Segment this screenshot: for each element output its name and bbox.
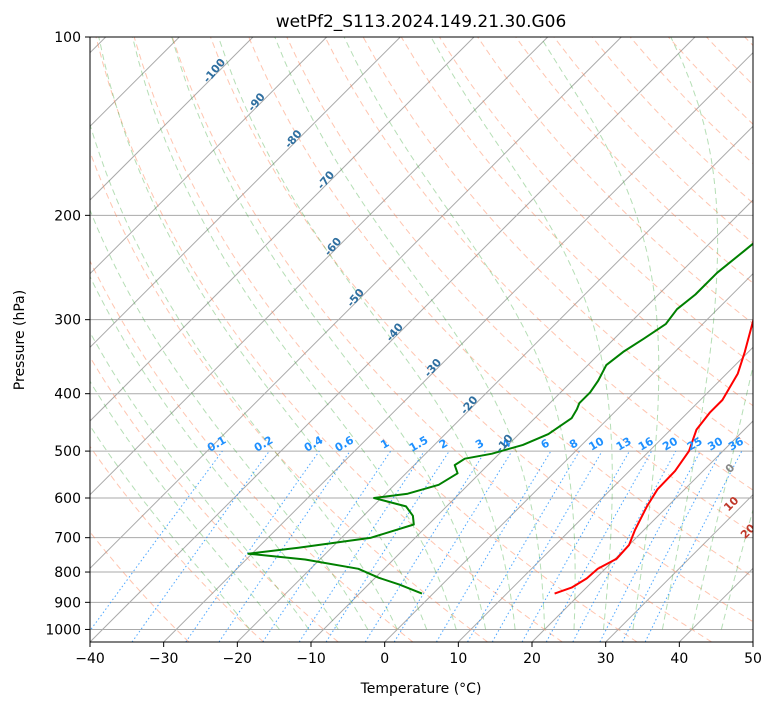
dry-adiabat-label: 30: [751, 553, 771, 573]
moist-adiabat: [90, 331, 310, 630]
isotherm: [90, 37, 696, 642]
mixing-ratio-line: [644, 450, 743, 642]
isotherm: [531, 420, 753, 642]
x-axis-ticks: −40 −30 −20 −10 0 10 20 30 40 50: [75, 642, 762, 667]
dry-adiabat: [286, 37, 753, 534]
x-axis-label: Temperature (°C): [360, 681, 482, 697]
dry-adiabat: [515, 37, 753, 284]
isotherm: [310, 199, 753, 642]
dry-adiabat: [210, 37, 753, 623]
moist-adiabat: [430, 37, 613, 630]
y-tick-label: 400: [54, 387, 81, 403]
dry-adiabat: [171, 37, 712, 642]
isotherm: [90, 37, 328, 275]
moist-adiabat: [132, 37, 457, 630]
background-lines: [90, 37, 753, 642]
mixing-ratio-line: [572, 450, 677, 642]
x-tick-label: 10: [449, 651, 467, 667]
mixing-ratio-line: [262, 450, 392, 642]
x-tick-label: 30: [597, 651, 615, 667]
isotherm: [90, 37, 549, 496]
y-tick-label: 500: [54, 444, 81, 460]
moist-adiabat: [90, 380, 280, 630]
isotherm: [163, 51, 753, 642]
isotherm: [90, 37, 622, 570]
dry-adiabat: [90, 356, 339, 642]
dry-adiabat: [248, 37, 753, 578]
profile-series: [247, 242, 753, 595]
y-tick-label: 800: [54, 565, 81, 581]
isotherm: [605, 493, 753, 642]
mixing-ratio-line: [185, 450, 320, 642]
chart-title: wetPf2_S113.2024.149.21.30.G06: [276, 12, 567, 32]
isotherm: [236, 125, 753, 642]
plot-frame: [89, 36, 754, 643]
y-tick-label: 700: [54, 531, 81, 547]
temperature-line: [554, 318, 753, 595]
isotherm: [90, 37, 401, 349]
mixing-ratio-line: [521, 450, 630, 642]
x-tick-label: 50: [744, 651, 762, 667]
dry-adiabat: [90, 445, 264, 642]
y-axis-ticks: 100 200 300 400 500 600 700 800 900 1000: [45, 30, 90, 638]
x-tick-label: 0: [380, 651, 389, 667]
isotherm: [90, 37, 254, 201]
dry-adiabat: [95, 37, 563, 642]
moist-adiabat: [720, 507, 753, 630]
x-tick-label: 20: [523, 651, 541, 667]
moist-adiabat: [274, 37, 546, 630]
moist-adiabat: [691, 363, 753, 630]
moist-adiabat: [90, 208, 369, 630]
moist-adiabat: [171, 37, 487, 630]
moist-adiabat: [217, 37, 516, 630]
dry-adiabat: [90, 259, 414, 642]
moist-adiabat: [90, 424, 251, 630]
dewpoint-line: [247, 242, 753, 595]
mixing-ratio-line: [131, 450, 270, 642]
y-tick-label: 600: [54, 491, 81, 507]
mixing-ratio-line: [325, 450, 450, 642]
x-tick-label: −40: [75, 651, 105, 667]
y-tick-label: 1000: [45, 622, 81, 638]
moist-adiabat: [90, 275, 339, 630]
moist-adiabat: [90, 123, 398, 630]
isotherm: [90, 37, 475, 422]
moist-adiabat: [540, 37, 660, 630]
y-tick-label: 100: [54, 30, 81, 46]
x-tick-label: 40: [670, 651, 688, 667]
moist-adiabat: [343, 37, 576, 630]
x-tick-label: −30: [149, 651, 179, 667]
mixing-ratio-line: [393, 450, 513, 642]
isotherm: [457, 346, 753, 642]
mixing-ratio-line: [90, 450, 223, 632]
dry-adiabat: [324, 37, 753, 491]
x-tick-label: −20: [223, 651, 253, 667]
mixing-ratio-line: [218, 450, 351, 642]
y-tick-label: 300: [54, 313, 81, 329]
y-tick-label: 200: [54, 208, 81, 224]
x-tick-label: −10: [296, 651, 326, 667]
y-tick-label: 900: [54, 595, 81, 611]
y-axis-label: Pressure (hPa): [12, 290, 28, 390]
isotherm: [384, 272, 753, 642]
mixing-ratio-line: [545, 450, 653, 642]
